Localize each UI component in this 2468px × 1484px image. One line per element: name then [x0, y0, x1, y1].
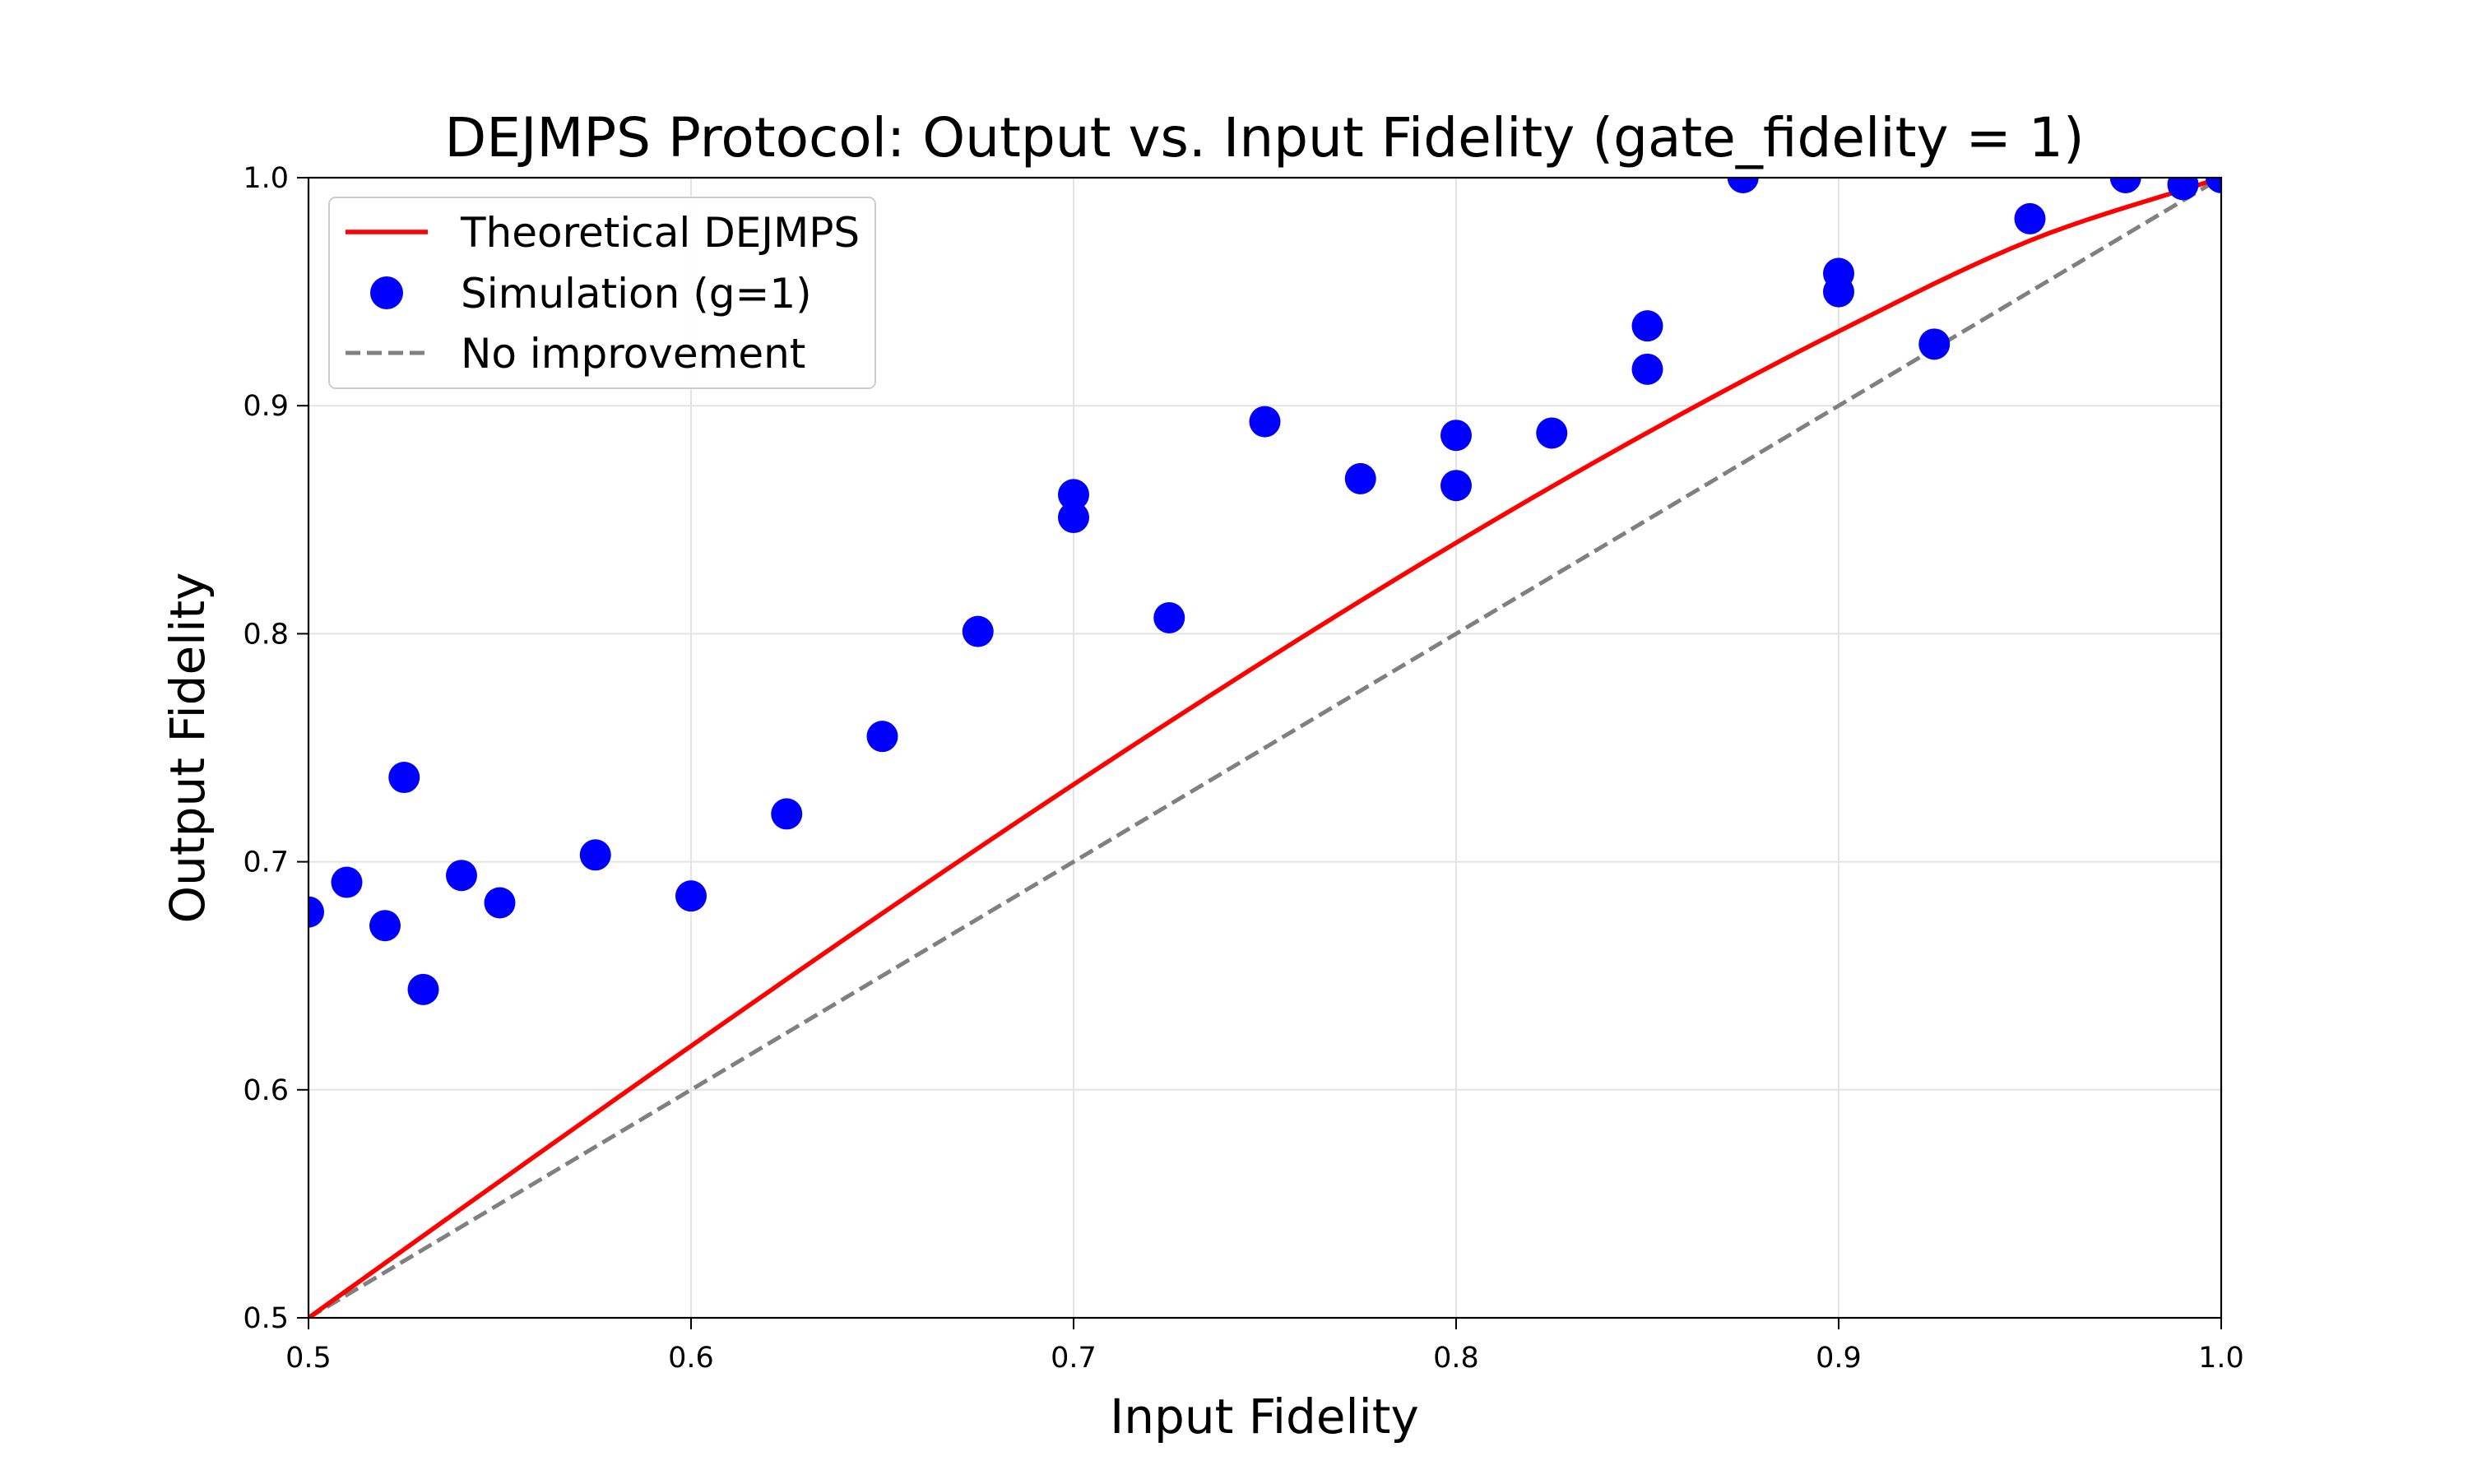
simulation-point — [2167, 178, 2199, 201]
y-tick-label: 0.9 — [243, 390, 289, 423]
axes-frame — [307, 176, 2223, 1319]
simulation-point — [1727, 178, 1759, 193]
legend-simulation-label: Simulation (g=1) — [461, 270, 812, 318]
legend: Theoretical DEJMPS Simulation (g=1) No i… — [328, 197, 876, 389]
x-tick-label: 1.0 — [2198, 1342, 2244, 1375]
y-tick-label: 0.5 — [243, 1302, 289, 1335]
simulation-point — [446, 860, 477, 892]
x-tick-label: 0.7 — [1051, 1342, 1097, 1375]
simulation-point — [866, 721, 898, 753]
simulation-point — [1440, 420, 1472, 452]
simulation-point — [579, 839, 611, 871]
axis-ticks: 0.5 0.6 0.7 0.8 0.9 1.0 0.5 0.6 0.7 0.8 0.9 1.0 — [243, 162, 2244, 1375]
simulation-point — [484, 887, 516, 919]
x-tick-label: 0.6 — [668, 1342, 714, 1375]
y-tick-label: 0.7 — [243, 846, 289, 879]
legend-no-improvement-label: No improvement — [461, 330, 805, 378]
y-tick-label: 0.8 — [243, 618, 289, 651]
simulation-point — [1249, 406, 1281, 438]
simulation-point — [2014, 202, 2046, 234]
simulation-point — [1058, 502, 1089, 534]
x-axis-label: Input Fidelity — [1110, 1389, 1419, 1445]
simulation-point — [369, 910, 401, 942]
x-tick-label: 0.8 — [1433, 1342, 1479, 1375]
simulation-point — [1153, 601, 1185, 633]
x-tick-label: 0.9 — [1816, 1342, 1862, 1375]
theoretical-dejmps-line — [308, 178, 2221, 1318]
simulation-point — [1823, 276, 1854, 308]
simulation-point — [1631, 353, 1663, 385]
simulation-point — [675, 880, 707, 912]
plot-data — [308, 178, 2221, 1318]
legend-theory-label: Theoretical DEJMPS — [460, 209, 860, 257]
simulation-point — [407, 973, 439, 1005]
simulation-point — [1631, 310, 1663, 342]
simulation-point — [771, 798, 803, 830]
simulation-point — [1536, 417, 1568, 449]
simulation-point — [1344, 462, 1376, 494]
y-axis-label: Output Fidelity — [160, 573, 216, 924]
y-tick-label: 1.0 — [243, 162, 289, 195]
chart-title: DEJMPS Protocol: Output vs. Input Fideli… — [444, 106, 2084, 169]
simulation-point — [331, 866, 363, 898]
x-tick-label: 0.5 — [285, 1342, 332, 1375]
simulation-point — [1440, 470, 1472, 502]
legend-simulation-swatch — [370, 276, 403, 309]
legend-box — [328, 197, 876, 389]
simulation-point — [2109, 178, 2141, 193]
no-improvement-line — [308, 178, 2221, 1318]
simulation-point — [1918, 328, 1951, 360]
simulation-point — [962, 615, 994, 647]
simulation-point — [2206, 178, 2221, 193]
y-tick-label: 0.6 — [243, 1074, 289, 1107]
simulation-point — [1058, 479, 1089, 511]
simulation-point — [388, 762, 420, 794]
simulation-point — [308, 896, 324, 928]
